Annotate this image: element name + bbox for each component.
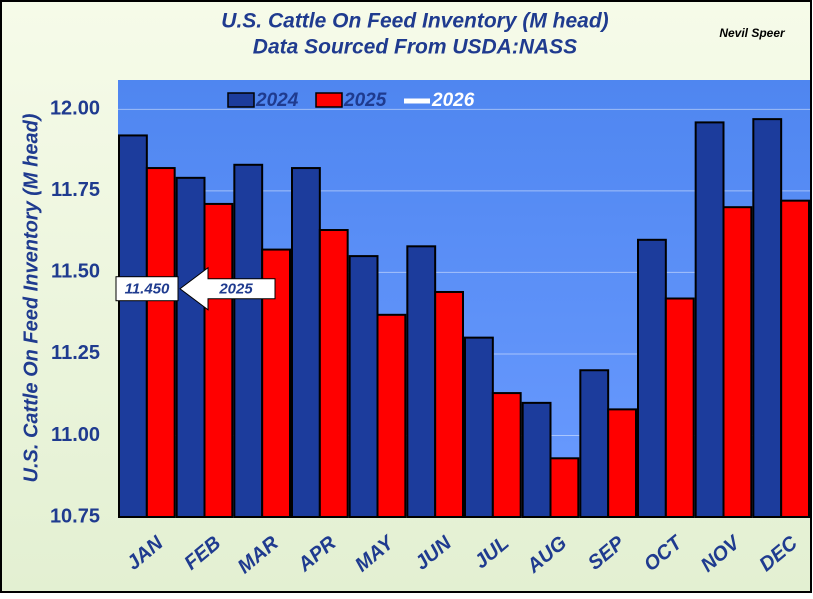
bar: [118, 134, 148, 518]
chart-title: U.S. Cattle On Feed Inventory (M head): [221, 10, 608, 33]
annotation-arrow: [179, 266, 276, 311]
bar: [203, 202, 234, 518]
y-tick-label: 11.00: [51, 424, 100, 446]
y-tick-label: 10.75: [50, 505, 100, 527]
bar: [722, 206, 753, 519]
legend-label: 2026: [431, 90, 475, 111]
annotation-text: 2025: [218, 281, 253, 298]
y-tick-label: 12.00: [50, 98, 100, 120]
bar: [318, 229, 349, 518]
bar: [233, 163, 264, 518]
legend-label: 2024: [255, 90, 299, 111]
bar: [175, 176, 206, 518]
bar: [637, 238, 667, 519]
bar: [348, 255, 379, 518]
legend-label: 2025: [343, 90, 387, 111]
legend-swatch: [315, 92, 343, 108]
bar: [607, 408, 638, 518]
y-tick-label: 11.25: [51, 342, 100, 364]
bar: [521, 401, 552, 519]
bar: [549, 457, 580, 518]
annotation-box: [115, 276, 179, 302]
bar: [780, 199, 811, 518]
chart-subtitle: Data Sourced From USDA:NASS: [253, 36, 577, 59]
y-axis-label: U.S. Cattle On Feed Inventory (M head): [20, 113, 42, 482]
bar: [664, 297, 695, 518]
bar: [291, 167, 321, 518]
author: Nevil Speer: [719, 26, 786, 40]
legend-swatch: [227, 92, 255, 108]
bar: [464, 336, 494, 519]
annotation-value: 11.450: [125, 281, 170, 298]
bar: [376, 313, 407, 518]
y-tick-label: 11.75: [51, 179, 100, 201]
bar: [491, 392, 522, 518]
bar: [694, 121, 725, 519]
bar: [145, 167, 176, 518]
y-tick-label: 11.50: [51, 261, 100, 283]
bar: [406, 245, 437, 518]
bar: [752, 118, 783, 518]
bar: [579, 369, 610, 519]
bar: [434, 290, 464, 518]
